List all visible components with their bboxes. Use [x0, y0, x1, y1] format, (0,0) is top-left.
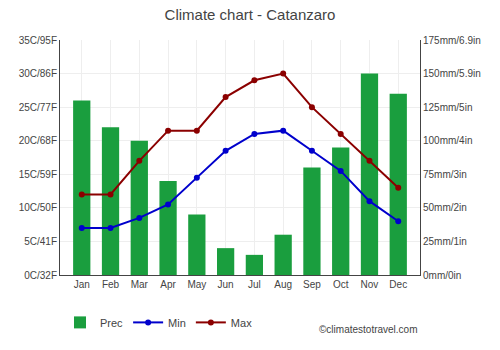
svg-text:175mm/6.9in: 175mm/6.9in [423, 35, 481, 46]
svg-text:100mm/4in: 100mm/4in [423, 135, 472, 146]
svg-text:10C/50F: 10C/50F [19, 202, 57, 213]
svg-text:Apr: Apr [160, 279, 176, 290]
svg-text:©climatestotravel.com: ©climatestotravel.com [319, 324, 418, 335]
svg-text:50mm/2in: 50mm/2in [423, 202, 467, 213]
svg-text:Max: Max [231, 317, 252, 329]
svg-text:Aug: Aug [274, 279, 292, 290]
svg-text:35C/95F: 35C/95F [19, 35, 57, 46]
svg-text:Sep: Sep [303, 279, 321, 290]
svg-text:0mm/0in: 0mm/0in [423, 270, 461, 281]
svg-text:Prec: Prec [100, 317, 123, 329]
svg-text:Jul: Jul [248, 279, 261, 290]
svg-text:May: May [187, 279, 206, 290]
svg-text:30C/86F: 30C/86F [19, 68, 57, 79]
svg-text:150mm/5.9in: 150mm/5.9in [423, 68, 481, 79]
svg-text:Feb: Feb [102, 279, 120, 290]
svg-text:Climate chart - Catanzaro: Climate chart - Catanzaro [165, 6, 336, 23]
svg-text:Nov: Nov [361, 279, 379, 290]
svg-text:Dec: Dec [389, 279, 407, 290]
svg-text:0C/32F: 0C/32F [24, 270, 57, 281]
svg-text:Jan: Jan [74, 279, 90, 290]
svg-text:Jun: Jun [218, 279, 234, 290]
svg-text:20C/68F: 20C/68F [19, 135, 57, 146]
svg-text:Oct: Oct [333, 279, 349, 290]
svg-text:25C/77F: 25C/77F [19, 102, 57, 113]
svg-text:75mm/3in: 75mm/3in [423, 169, 467, 180]
svg-text:Mar: Mar [131, 279, 149, 290]
svg-text:25mm/1in: 25mm/1in [423, 236, 467, 247]
svg-text:5C/41F: 5C/41F [24, 236, 57, 247]
svg-text:15C/59F: 15C/59F [19, 169, 57, 180]
svg-text:125mm/5in: 125mm/5in [423, 102, 472, 113]
svg-text:Min: Min [168, 317, 186, 329]
